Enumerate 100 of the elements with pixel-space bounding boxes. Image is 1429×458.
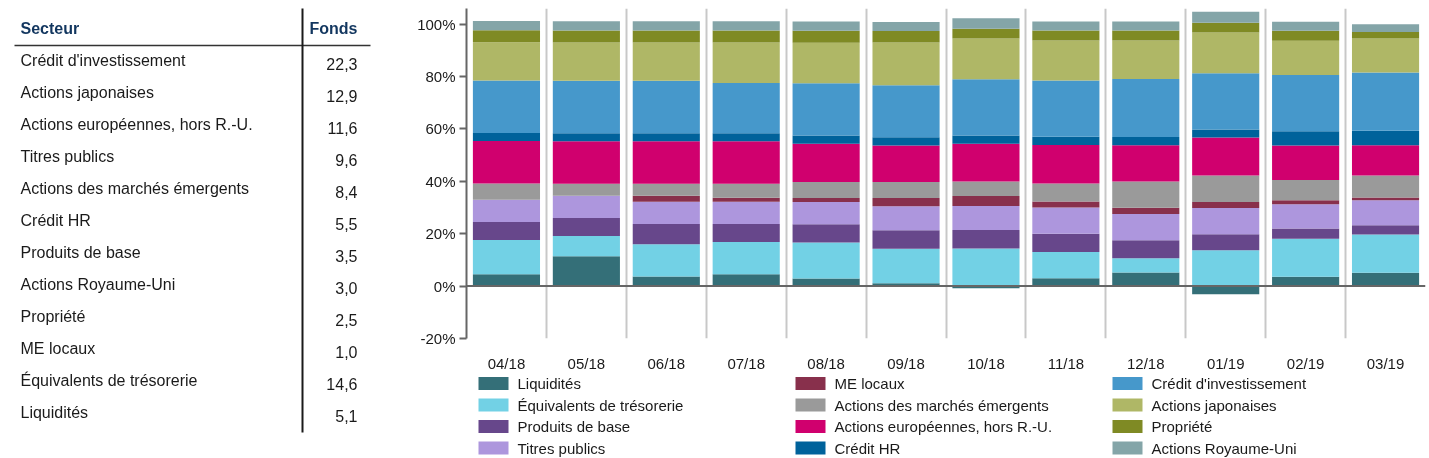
bar [1192,250,1260,287]
bar [872,137,940,146]
x-tick-label: 10/18 [967,354,1005,372]
bar [952,248,1020,287]
legend-label: Actions européennes, hors R.-U. [834,418,1053,435]
x-tick-label: 04/18 [487,354,526,372]
bar [1351,130,1420,146]
bar [552,236,620,257]
text: 5,5 [335,215,358,233]
bar [1272,228,1340,239]
bar [552,141,620,184]
bar [1032,233,1100,253]
category-label: Actions européennes, hors R.-U. [20,116,253,133]
text: Fonds [309,20,358,37]
category-label: Liquidités [20,404,89,421]
bar [632,133,700,142]
bar [872,22,940,32]
bar [952,196,1020,206]
y-tick-label: 20% [425,225,456,243]
bar [632,42,700,81]
bar [952,38,1020,80]
bar [792,42,860,84]
bar [792,202,860,225]
bar [552,183,620,196]
x-tick-label: 08/18 [807,354,845,372]
bar [1351,72,1420,131]
bar [1272,145,1340,181]
bar [792,21,860,31]
bar [952,18,1020,29]
text: 3,5 [335,247,358,265]
bar [1272,204,1340,229]
bar [1112,181,1180,208]
category-label: Actions Royaume-Uni [20,276,176,293]
legend-label: ME locaux [834,375,906,392]
bar [1351,24,1420,33]
bar [712,42,780,83]
bar [712,201,780,225]
bar [1192,175,1260,203]
bar [632,195,700,202]
bar [1351,234,1420,273]
bar [1192,11,1260,23]
bar [952,205,1020,231]
text: 14,6 [326,375,358,393]
category-label: Équivalents de trésorerie [20,371,198,389]
bar [792,30,860,43]
x-tick-label: 12/18 [1127,354,1165,372]
bar [632,141,700,184]
bar [472,30,541,43]
bar [792,224,860,243]
bar [1351,200,1420,226]
bar [792,83,860,136]
x-tick-label: 05/18 [567,354,606,372]
bar [472,132,541,142]
bar [1192,208,1260,235]
bar [712,224,780,243]
bar [712,183,780,198]
bar [872,198,940,207]
legend-label: Actions des marchés émergents [834,396,1049,414]
y-tick-label: -20% [420,330,456,347]
bar [712,30,780,43]
bar [1192,129,1260,138]
y-tick-label: 40% [425,172,456,190]
bar [872,181,940,199]
bar [872,145,940,182]
legend-label: Actions japonaises [1151,396,1277,414]
bar [1192,73,1260,130]
bar [952,230,1020,249]
bar [1192,234,1260,251]
bar [552,21,620,31]
bar [552,30,620,43]
bar [632,224,700,245]
bar [1351,38,1420,73]
bar [1351,225,1420,235]
bar [1032,252,1100,279]
text: 9,6 [335,151,358,169]
bar [952,28,1020,39]
bar [712,141,780,184]
category-label: Titres publics [20,148,115,165]
bar [712,21,780,31]
bar [1032,183,1100,202]
bar [1112,258,1180,273]
bar [632,244,700,277]
bar [552,42,620,81]
bar [872,31,940,43]
legend-label: Propriété [1151,418,1213,435]
x-tick-label: 09/18 [887,354,925,372]
legend-label: Liquidités [517,375,581,392]
bar [1032,40,1100,81]
bar [552,80,620,134]
bar [472,274,541,287]
bar [792,135,860,144]
y-tick-label: 0% [433,277,456,295]
bar [1032,144,1100,184]
bar [1032,30,1100,41]
bar [1192,22,1260,33]
category-label: Actions japonaises [20,84,154,101]
category-label: Actions des marchés émergents [20,180,250,197]
bar [1112,78,1180,138]
bar [1351,175,1420,198]
bar [632,201,700,225]
